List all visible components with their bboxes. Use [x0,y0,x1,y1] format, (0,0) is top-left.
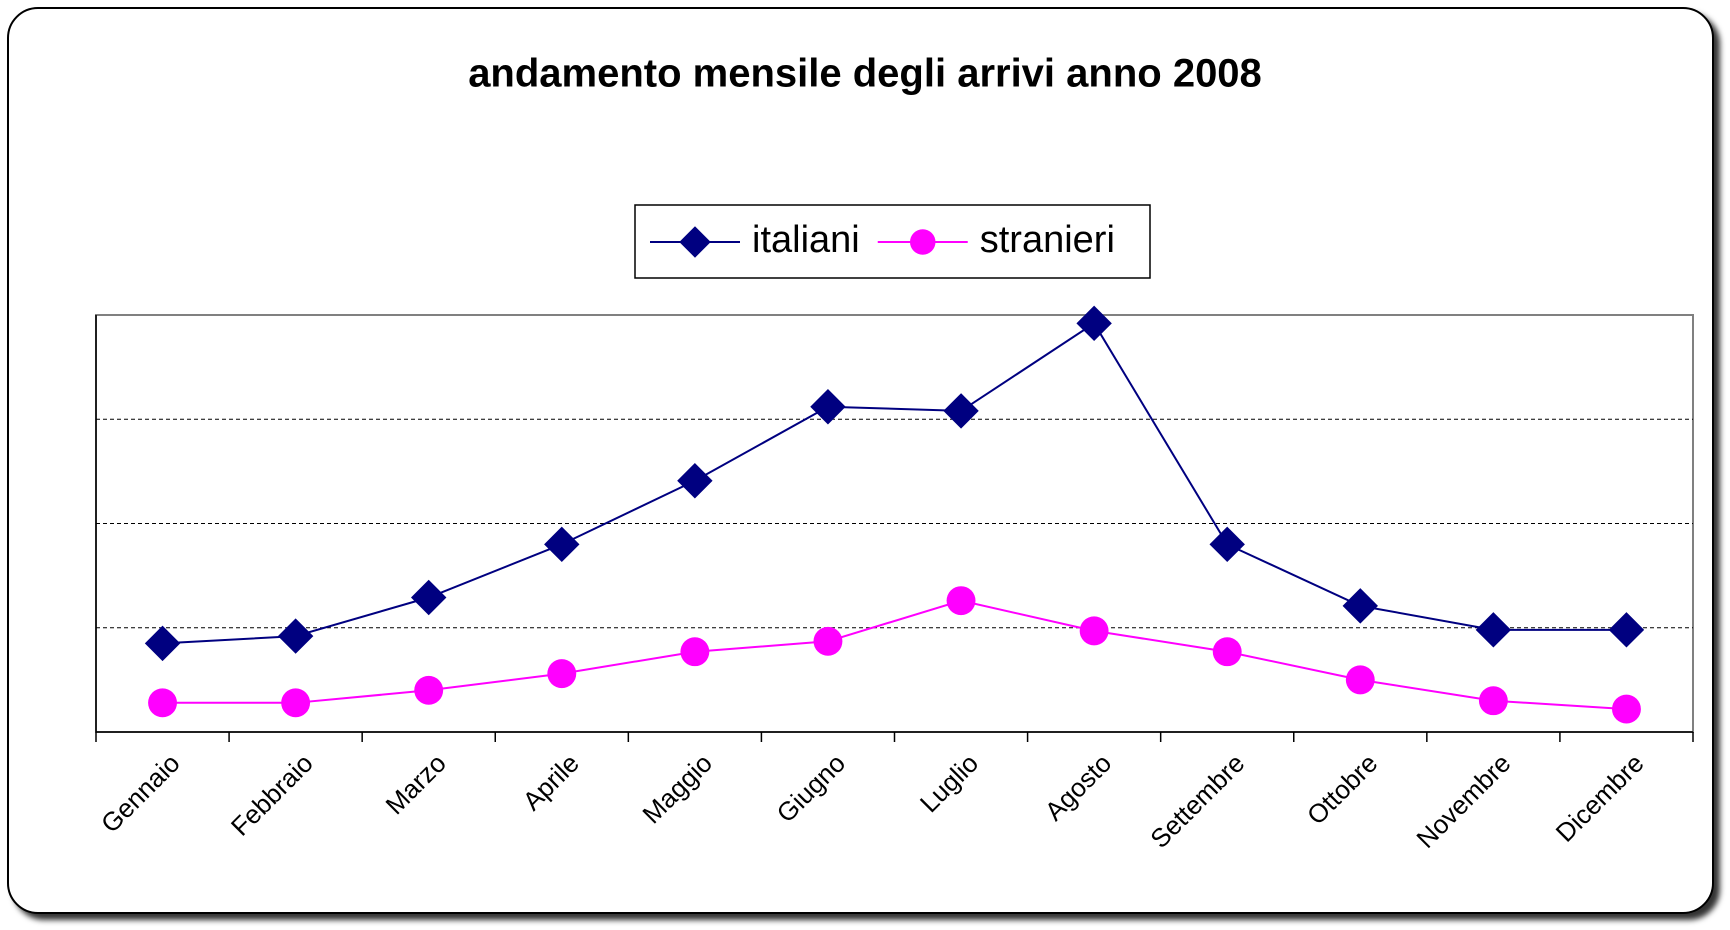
data-point [810,389,846,425]
data-point [1076,305,1112,342]
data-point [1475,612,1512,648]
data-point [677,463,713,499]
data-point [946,586,976,616]
data-point [1345,665,1375,695]
data-point [544,526,580,563]
data-point [680,637,710,667]
data-point [1612,694,1641,724]
data-point [1342,588,1378,624]
data-point [1608,612,1645,648]
data-point [1212,637,1242,667]
series-line [162,321,1627,645]
data-point [1209,526,1245,563]
data-point [943,393,979,429]
data-point [277,618,314,654]
legend-marker [909,229,936,255]
chart-title: andamento mensile degli arrivi anno 2008 [468,52,1262,96]
data-point [281,688,311,718]
series-line [162,599,1627,711]
legend-label: stranieri [980,219,1115,261]
data-point [144,625,181,662]
data-point [1079,616,1109,646]
legend-label: italiani [752,219,860,261]
data-point [411,579,447,616]
legend-marker [679,226,711,258]
data-point [1478,686,1508,716]
data-point [547,659,577,689]
data-point [148,688,177,718]
data-point [813,626,843,656]
data-point [414,675,444,705]
